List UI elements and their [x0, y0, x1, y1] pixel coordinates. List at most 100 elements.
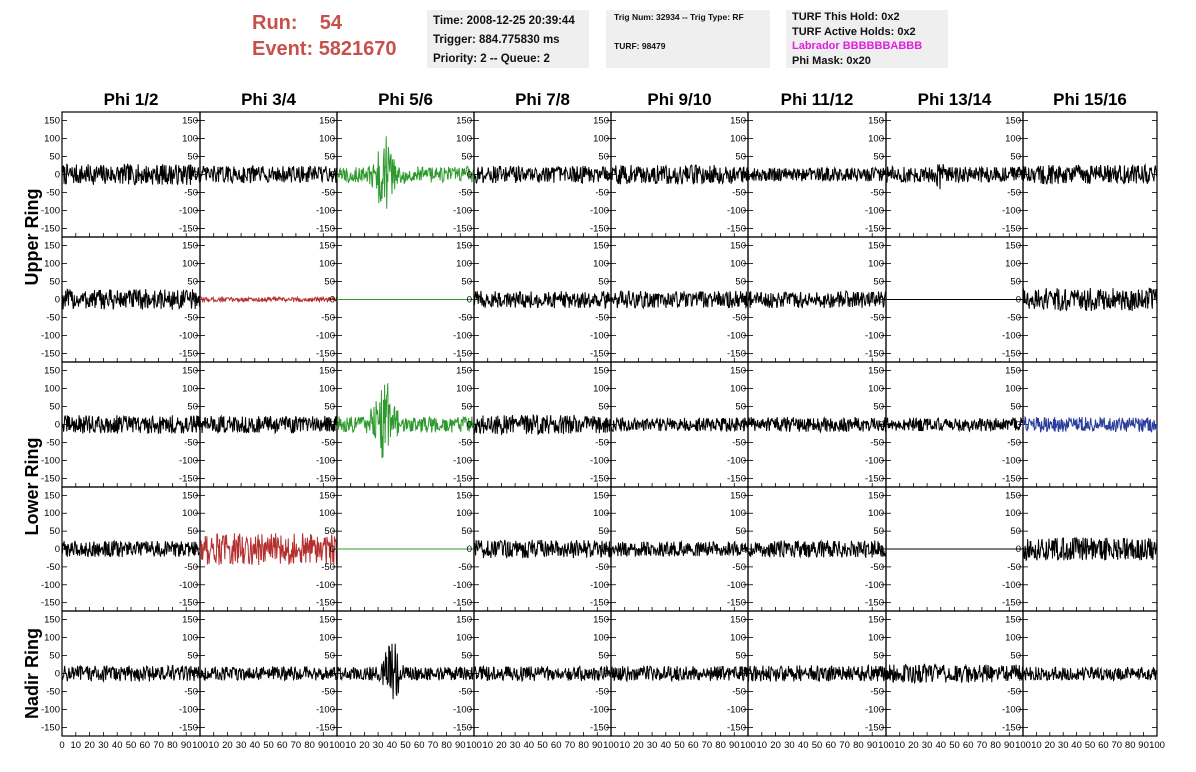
y-tick-label: 50 — [461, 401, 472, 412]
y-tick-label: 150 — [730, 365, 746, 376]
y-tick-label: 0 — [193, 544, 198, 555]
x-tick-label: 80 — [853, 740, 864, 751]
x-tick-label: 10 — [894, 740, 905, 751]
waveform-panel: -150 -100 -50 0 50 100 150 — [727, 111, 887, 238]
y-tick-label: 150 — [868, 614, 884, 625]
turf-text: TURF: 98479 — [614, 41, 666, 51]
column-header: Phi 7/8 — [515, 90, 570, 109]
x-tick-label: 30 — [510, 740, 521, 751]
y-tick-label: -100 — [41, 580, 60, 591]
y-tick-label: 100 — [456, 383, 472, 394]
y-tick-label: -100 — [453, 705, 472, 716]
turf-this-hold-text: TURF This Hold: 0x2 — [792, 11, 900, 23]
x-tick-label: 90 — [729, 740, 740, 751]
x-tick-label: 20 — [359, 740, 370, 751]
y-tick-label: 150 — [182, 614, 198, 625]
y-tick-label: -150 — [41, 723, 60, 734]
x-tick-label: 70 — [428, 740, 439, 751]
x-tick-label: 80 — [167, 740, 178, 751]
turf-info-box: TURF This Hold: 0x2 TURF Active Holds: 0… — [786, 10, 948, 68]
y-tick-label: 100 — [593, 632, 609, 643]
y-tick-label: -50 — [321, 562, 335, 573]
y-tick-label: -150 — [590, 224, 609, 235]
y-tick-label: 100 — [1005, 508, 1021, 519]
y-tick-label: 100 — [456, 632, 472, 643]
y-tick-label: 50 — [735, 526, 746, 537]
y-tick-label: 100 — [44, 133, 60, 144]
y-tick-label: 150 — [44, 614, 60, 625]
y-tick-label: 0 — [467, 170, 472, 181]
y-tick-label: 150 — [593, 240, 609, 251]
x-tick-label: 30 — [1058, 740, 1069, 751]
y-tick-label: 100 — [593, 383, 609, 394]
x-tick-label: 60 — [414, 740, 425, 751]
y-tick-label: -50 — [46, 188, 60, 199]
y-tick-label: 150 — [868, 490, 884, 501]
y-tick-label: -50 — [321, 188, 335, 199]
x-tick-label: 30 — [373, 740, 384, 751]
y-tick-label: -50 — [732, 438, 746, 449]
y-tick-label: -100 — [865, 580, 884, 591]
y-tick-label: 100 — [868, 258, 884, 269]
y-tick-label: -50 — [595, 313, 609, 324]
y-tick-label: 0 — [193, 420, 198, 431]
x-tick-label: 40 — [250, 740, 261, 751]
y-tick-label: -100 — [179, 331, 198, 342]
y-tick-label: -100 — [316, 705, 335, 716]
y-tick-label: -150 — [316, 474, 335, 485]
x-tick-label: 60 — [1098, 740, 1109, 751]
y-tick-label: 0 — [604, 420, 609, 431]
priority-text: Priority: 2 -- Queue: 2 — [433, 53, 550, 65]
y-tick-label: 50 — [1010, 401, 1021, 412]
waveform-trace — [61, 163, 201, 186]
waveform-panel: -150 -100 -50 0 50 100 150 — [316, 361, 475, 488]
x-tick-label: 30 — [784, 740, 795, 751]
x-tick-label: 70 — [153, 740, 164, 751]
x-tick-label: 70 — [702, 740, 713, 751]
x-tick-label: 40 — [936, 740, 947, 751]
x-tick-label: 20 — [222, 740, 233, 751]
y-tick-label: -150 — [1002, 349, 1021, 360]
y-tick-label: 150 — [319, 490, 335, 501]
y-tick-label: 50 — [49, 650, 60, 661]
ring-label: Upper Ring — [22, 189, 42, 286]
y-tick-label: -150 — [1002, 598, 1021, 609]
waveform-trace — [199, 165, 338, 185]
y-tick-label: 0 — [55, 170, 60, 181]
waveform-trace — [610, 665, 749, 683]
y-tick-label: -150 — [453, 598, 472, 609]
waveform-panel: -150 -100 -50 0 50 100 150 — [41, 111, 201, 238]
y-tick-label: -150 — [179, 598, 198, 609]
y-tick-label: 50 — [735, 276, 746, 287]
x-tick-label: 40 — [387, 740, 398, 751]
y-tick-label: -150 — [727, 349, 746, 360]
time-info-box: Time: 2008-12-25 20:39:44 Trigger: 884.7… — [427, 10, 589, 68]
y-tick-label: 100 — [319, 258, 335, 269]
y-tick-label: 150 — [593, 614, 609, 625]
event-value: 5821670 — [318, 38, 397, 60]
waveform-panel: -150 -100 -50 0 50 100 150 — [453, 111, 612, 238]
x-tick-label: 60 — [688, 740, 699, 751]
ring-label: Nadir Ring — [22, 628, 42, 719]
waveform-trace — [610, 416, 749, 433]
y-tick-label: 100 — [868, 508, 884, 519]
y-tick-label: -100 — [590, 456, 609, 467]
y-tick-label: 50 — [49, 401, 60, 412]
waveform-panel: -150 -100 -50 0 50 100 150 — [41, 361, 201, 488]
x-tick-label: 30 — [647, 740, 658, 751]
y-tick-label: -150 — [865, 598, 884, 609]
trig-num-text: Trig Num: 32934 -- Trig Type: RF — [614, 12, 744, 22]
y-tick-label: 0 — [604, 170, 609, 181]
x-tick-label: 90 — [1004, 740, 1015, 751]
y-tick-label: 150 — [730, 240, 746, 251]
y-tick-label: 150 — [456, 614, 472, 625]
waveform-panel: -150 -100 -50 0 50 100 150 — [727, 236, 887, 363]
y-tick-label: 150 — [319, 614, 335, 625]
y-tick-label: -50 — [184, 188, 198, 199]
waveform-trace — [747, 416, 887, 434]
y-tick-label: -50 — [870, 188, 884, 199]
y-tick-label: 150 — [319, 115, 335, 126]
y-tick-label: 50 — [598, 151, 609, 162]
y-tick-label: 100 — [593, 508, 609, 519]
